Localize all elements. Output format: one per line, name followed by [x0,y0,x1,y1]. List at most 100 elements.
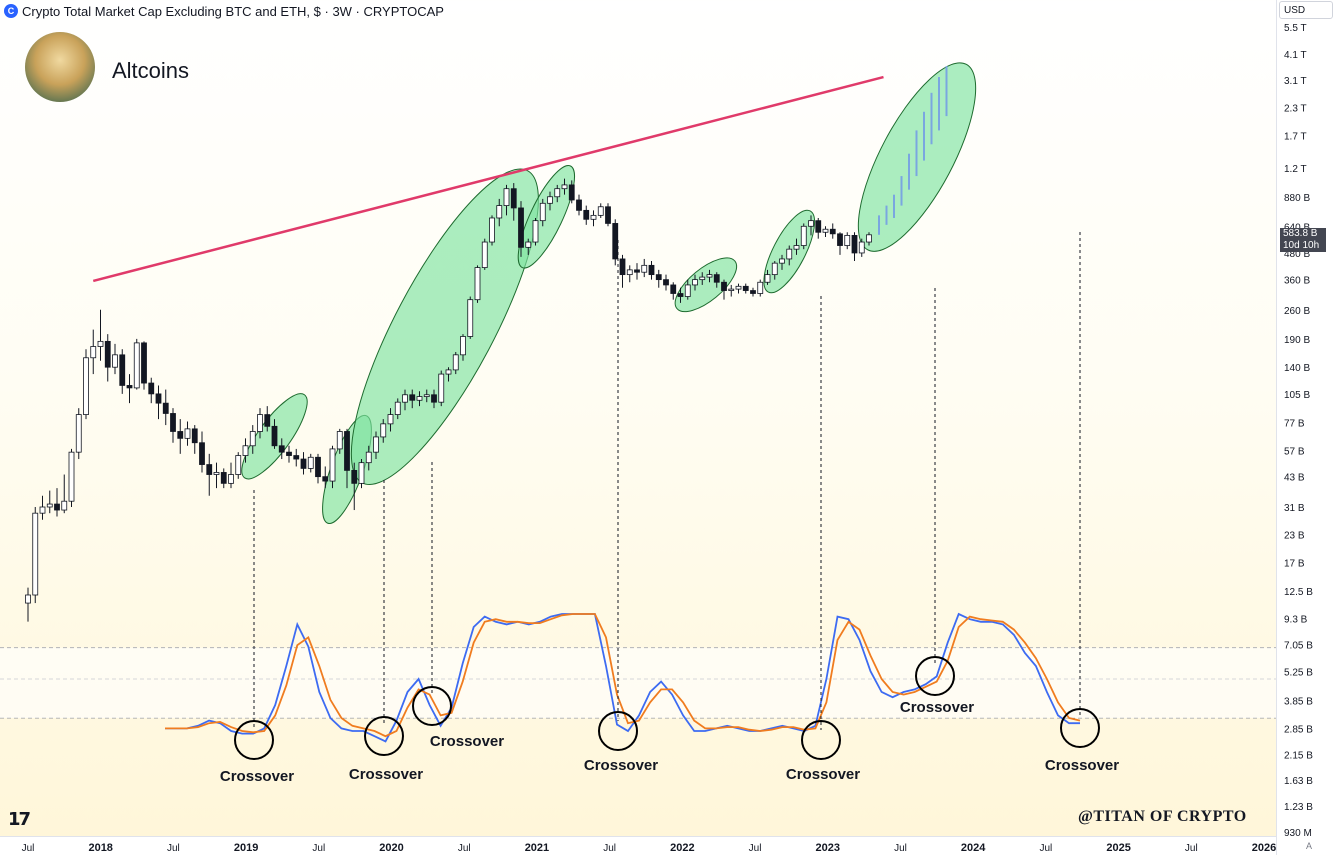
candle-body [663,279,669,286]
cryptocap-logo-icon: C [4,4,18,18]
candle-body [54,503,60,511]
y-tick-label: 1.7 T [1284,132,1307,143]
candle-body [583,209,590,220]
candle-body [721,281,727,291]
x-tick-label: 2023 [816,842,840,854]
candle-body [141,342,147,384]
candle-body [75,414,82,453]
candle-body [815,220,822,233]
candle-body [829,228,836,235]
candle-body [525,241,532,248]
candle-body [518,207,524,248]
chart-title: Crypto Total Market Cap Excluding BTC an… [22,3,444,19]
candle-body [547,196,553,204]
x-tick-label: Jul [1185,843,1198,854]
y-tick-label: 3.85 B [1284,696,1313,707]
candle-body [481,241,488,268]
candle-body [387,414,394,425]
price-axis[interactable] [1276,0,1338,855]
candle-body [634,269,640,273]
crossover-circle [412,686,452,726]
x-tick-label: 2024 [961,842,986,854]
y-tick-label: 3.1 T [1284,76,1307,87]
candle-body [684,284,691,297]
candle-body [402,394,408,403]
candle-body [126,385,133,389]
y-tick-label: 7.05 B [1284,640,1313,651]
candle-body [213,472,220,475]
y-tick-label: 43 B [1284,473,1305,484]
candle-body [112,354,118,368]
y-tick-label: 2.15 B [1284,750,1313,761]
currency-selector[interactable]: USD [1279,1,1333,19]
candle-body [489,217,495,243]
candle-body [394,401,401,415]
candle-body [162,402,169,414]
candle-body [235,455,242,475]
candle-body [866,234,872,243]
candle-body [808,220,814,227]
candle-body [503,188,510,206]
candle-body [677,293,684,297]
candle-body [590,214,597,220]
candle-body [438,373,445,403]
candle-body [452,354,459,371]
candle-body [539,202,546,222]
candle-body [445,369,452,375]
candle-body [605,206,611,224]
candle-body [728,288,735,291]
candle-body [568,184,575,201]
candle-body [858,241,865,254]
y-tick-label: 17 B [1284,559,1305,570]
candle-body [32,512,39,596]
x-tick-label: Jul [312,843,325,854]
auto-scale-button[interactable]: A [1306,841,1313,851]
candle-body [358,462,365,484]
candle-body [431,394,437,403]
candle-body [576,199,582,211]
candle-body [177,431,184,439]
bar-countdown: 10d 10h [1283,240,1320,251]
time-axis[interactable] [0,836,1276,856]
candle-body [612,223,619,260]
crossover-circle [598,711,638,751]
y-tick-label: 880 B [1284,193,1310,204]
impulse-zone [350,168,539,485]
candle-body [764,274,771,283]
candle-body [46,503,53,508]
crossover-circle [801,720,841,760]
x-tick-label: 2022 [670,842,694,854]
candle-body [315,456,321,478]
candle-body [532,220,539,243]
crossover-label: Crossover [584,757,658,774]
y-tick-label: 260 B [1284,306,1310,317]
candle-body [249,431,256,447]
candle-body [699,276,706,281]
x-tick-label: Jul [22,843,35,854]
candle-body [119,354,126,386]
candle-body [416,396,423,401]
x-tick-label: 2025 [1106,842,1130,854]
crossover-label: Crossover [220,768,294,785]
x-tick-label: Jul [603,843,616,854]
candle-body [170,413,176,432]
candle-body [68,451,75,502]
y-tick-label: 4.1 T [1284,50,1307,61]
oscillator-k-line [165,612,1080,743]
tradingview-logo-icon[interactable]: 𝟭𝟳 [8,809,31,829]
candle-body [786,248,793,260]
candle-body [670,284,677,294]
candle-body [300,458,307,469]
candle-body [286,451,292,456]
candle-body [307,456,314,469]
candle-body [148,382,155,395]
candle-body [329,448,336,482]
y-tick-label: 23 B [1284,531,1305,542]
candle-body [61,500,68,511]
candle-body [561,184,568,190]
candle-body [155,393,162,404]
candle-body [793,245,800,250]
candle-body [264,414,271,427]
candle-body [184,428,191,439]
